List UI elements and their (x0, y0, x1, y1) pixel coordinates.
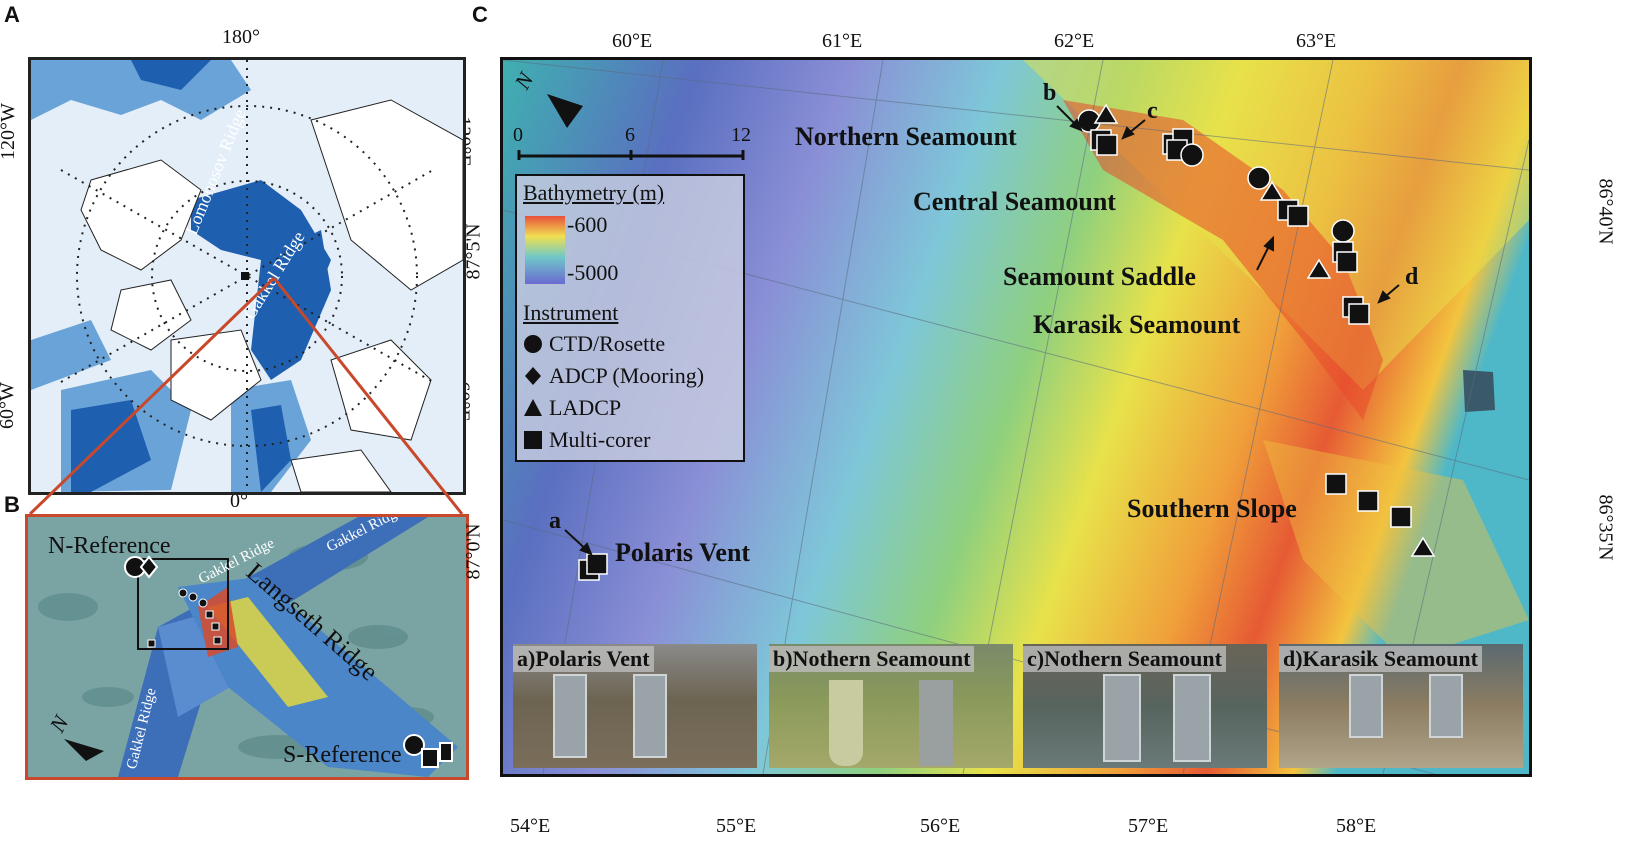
photo-label-d: d)Karasik Seamount (1279, 646, 1482, 672)
arctic-map-graphic (31, 60, 463, 492)
panel-a-tick-bottom: 0° (230, 490, 248, 512)
tick-left-87-5n: 87°5'N (462, 223, 485, 280)
zoom-connector (28, 276, 464, 516)
square-icon (524, 431, 542, 449)
tick-right-86-35n: 86°35'N (1594, 494, 1617, 561)
karasik-seamount-label: Karasik Seamount (1033, 310, 1241, 339)
panel-c-letter: C (472, 2, 488, 27)
southern-slope-label: Southern Slope (1127, 494, 1297, 523)
tick-top-62e: 62°E (1054, 30, 1095, 52)
tick-left-87-0n: 87°0'N (462, 523, 485, 580)
central-seamount-label: Central Seamount (913, 187, 1116, 216)
tick-bottom-54e: 54°E (510, 815, 551, 837)
core-tube-shape (919, 680, 953, 766)
core-tube-shape (633, 674, 667, 758)
panel-a-letter: A (4, 2, 20, 27)
arctic-overview-map: Lomonosov Ridge Gakkel Ridge (28, 57, 466, 495)
seamount-saddle-label: Seamount Saddle (1003, 262, 1196, 291)
legend-row-adcp: ADCP (Mooring) (523, 360, 741, 392)
map-legend: Bathymetry (m) -600 -5000 Instrument CTD… (515, 174, 745, 462)
diamond-icon (525, 367, 541, 385)
core-tube-shape (1173, 674, 1211, 762)
legend-row-multicorer: Multi-corer (523, 424, 741, 456)
panel-a-tick-top: 180° (222, 26, 260, 48)
bathy-min-label: -600 (567, 212, 608, 237)
n-reference-label: N-Reference (48, 533, 171, 559)
core-tube-shape (553, 674, 587, 758)
photo-label-b: b)Nothern Seamount (769, 646, 975, 672)
bathymetry-colorbar (525, 216, 565, 284)
instrument-list: CTD/Rosette ADCP (Mooring) LADCP Multi-c… (523, 328, 741, 456)
tick-top-60e: 60°E (612, 30, 653, 52)
bathymetry-legend-title: Bathymetry (m) (523, 180, 665, 205)
panel-b-letter: B (4, 492, 20, 517)
core-tube-shape (829, 680, 863, 766)
polaris-vent-label: Polaris Vent (615, 538, 751, 567)
scale-label-0: 0 (513, 124, 523, 146)
photo-karasik-seamount: d)Karasik Seamount (1279, 644, 1523, 768)
legend-row-ctd: CTD/Rosette (523, 328, 741, 360)
northern-seamount-label: Northern Seamount (795, 122, 1017, 151)
north-arrow-b-shape (64, 739, 104, 761)
legend-label-adcp: ADCP (Mooring) (549, 363, 705, 388)
scale-label-12: 12 (731, 124, 751, 146)
regional-map: N-Reference S-Reference Langseth Ridge G… (25, 514, 469, 780)
legend-label-multicorer: Multi-corer (549, 427, 651, 452)
callout-d: d (1405, 264, 1419, 290)
tick-bottom-56e: 56°E (920, 815, 961, 837)
legend-row-ladcp: LADCP (523, 392, 741, 424)
callout-b: b (1043, 80, 1057, 106)
triangle-icon (524, 399, 542, 416)
core-tube-shape (1103, 674, 1141, 762)
seafloor-photo-strip: a)Polaris Vent b)Nothern Seamount c)Noth… (513, 644, 1523, 768)
photo-polaris-vent: a)Polaris Vent (513, 644, 757, 768)
photo-northern-seamount-b: b)Nothern Seamount (769, 644, 1013, 768)
photo-northern-seamount-c: c)Nothern Seamount (1023, 644, 1267, 768)
core-tube-shape (1429, 674, 1463, 738)
callout-c: c (1147, 98, 1158, 124)
tick-bottom-55e: 55°E (716, 815, 757, 837)
s-reference-label: S-Reference (283, 742, 402, 768)
legend-label-ladcp: LADCP (549, 395, 622, 420)
bathy-max-label: -5000 (567, 260, 619, 285)
tick-top-61e: 61°E (822, 30, 863, 52)
instrument-legend-title: Instrument (523, 300, 619, 325)
tick-bottom-58e: 58°E (1336, 815, 1377, 837)
circle-icon (524, 335, 542, 353)
photo-label-a: a)Polaris Vent (513, 646, 654, 672)
legend-label-ctd: CTD/Rosette (549, 331, 666, 356)
tick-top-63e: 63°E (1296, 30, 1337, 52)
regional-map-graphic (28, 517, 466, 777)
photo-label-c: c)Nothern Seamount (1023, 646, 1226, 672)
scale-label-6: 6 (625, 124, 635, 146)
study-area-map: N 0 6 12 Bathymetry (m) -600 -5000 Instr… (500, 57, 1532, 777)
core-tube-shape (1349, 674, 1383, 738)
tick-bottom-57e: 57°E (1128, 815, 1169, 837)
callout-a: a (549, 508, 561, 534)
tick-right-86-40n: 86°40'N (1594, 178, 1617, 245)
